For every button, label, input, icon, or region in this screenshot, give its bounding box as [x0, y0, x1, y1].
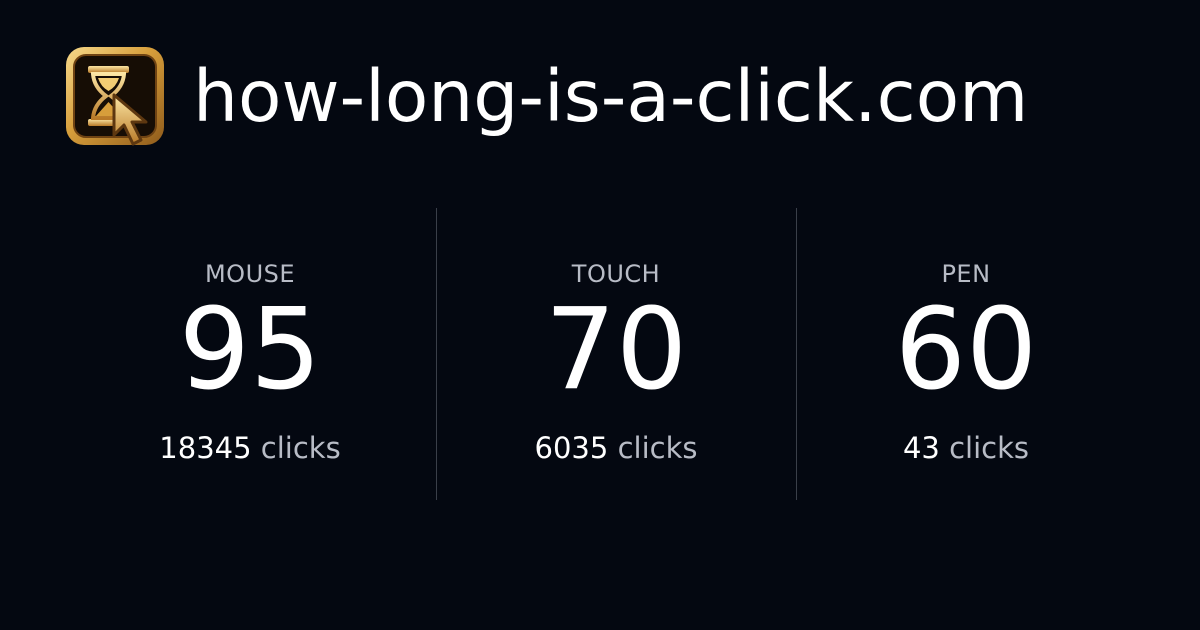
stat-pen: PEN 60 43 clicks	[796, 208, 1136, 500]
stat-click-count: 6035 clicks	[436, 434, 796, 463]
click-count-number: 18345	[159, 431, 252, 465]
click-count-unit: clicks	[617, 431, 698, 465]
stat-value: 60	[894, 285, 1038, 415]
hourglass-cursor-icon	[66, 47, 164, 146]
stat-click-count: 18345 clicks	[70, 434, 430, 463]
click-count-unit: clicks	[949, 431, 1030, 465]
site-header: how-long-is-a-click.com	[63, 44, 1028, 148]
site-title: how-long-is-a-click.com	[193, 54, 1029, 138]
stat-value: 95	[178, 285, 322, 415]
stat-click-count: 43 clicks	[796, 434, 1136, 463]
stat-label: PEN	[941, 260, 991, 288]
stat-touch: TOUCH 70 6035 clicks	[436, 208, 796, 500]
stat-value: 70	[544, 285, 688, 415]
click-stats: MOUSE 95 18345 clicks TOUCH 70 6035 clic…	[0, 208, 1200, 500]
click-count-unit: clicks	[260, 431, 341, 465]
stat-mouse: MOUSE 95 18345 clicks	[70, 208, 430, 500]
stat-divider	[796, 208, 797, 500]
stat-label: MOUSE	[204, 260, 296, 288]
stat-label: TOUCH	[571, 260, 661, 288]
click-count-number: 6035	[534, 431, 609, 465]
click-count-number: 43	[902, 431, 940, 465]
stat-divider	[436, 208, 437, 500]
